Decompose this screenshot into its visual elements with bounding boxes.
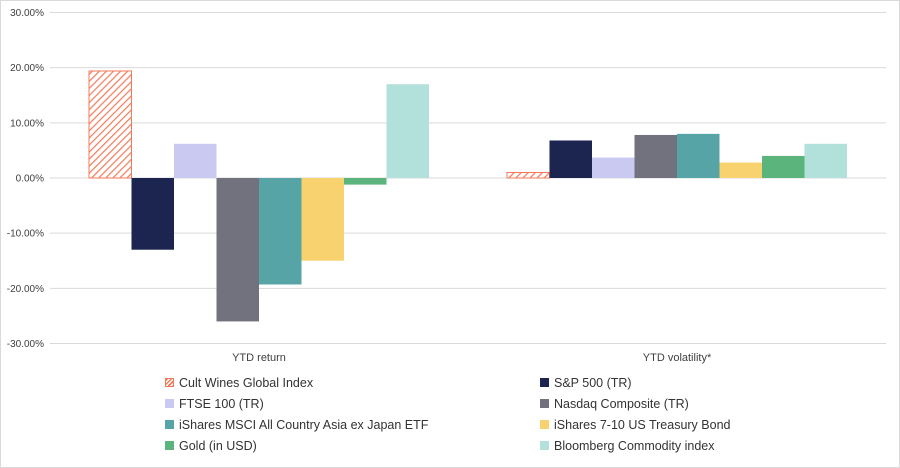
legend-item: S&P 500 (TR)	[540, 374, 785, 391]
legend-label: Nasdaq Composite (TR)	[554, 396, 689, 411]
legend-swatch	[165, 378, 174, 387]
y-tick-label: 10.00%	[10, 118, 44, 129]
x-category-label: YTD return	[232, 352, 286, 364]
bar-chart: 30.00% 20.00% 10.00% 0.00% -10.00% -20.00% -30…	[7, 8, 886, 364]
x-category-label: YTD volatility*	[643, 352, 712, 364]
legend-swatch	[165, 399, 174, 408]
legend-item: FTSE 100 (TR)	[165, 395, 540, 412]
legend-swatch	[540, 399, 549, 408]
bar	[216, 178, 259, 322]
bars	[88, 70, 847, 322]
y-tick-label: 0.00%	[16, 174, 44, 185]
legend-label: iShares MSCI All Country Asia ex Japan E…	[179, 417, 429, 432]
y-tick-label: 20.00%	[10, 63, 44, 74]
legend-item: Nasdaq Composite (TR)	[540, 395, 785, 412]
legend-item: Bloomberg Commodity index	[540, 437, 785, 454]
bar	[386, 84, 429, 178]
bar	[344, 178, 387, 185]
bar	[259, 178, 302, 285]
legend-label: Gold (in USD)	[179, 438, 257, 453]
legend-swatch	[540, 420, 549, 429]
legend-label: iShares 7-10 US Treasury Bond	[554, 417, 731, 432]
bar	[634, 134, 677, 178]
y-tick-label: -30.00%	[7, 339, 44, 350]
bar	[131, 178, 174, 250]
bar	[301, 178, 344, 261]
bar	[804, 143, 847, 178]
legend: Cult Wines Global Index S&P 500 (TR) FTSE …	[165, 374, 785, 454]
bar	[506, 171, 550, 179]
bar	[549, 140, 592, 178]
legend-swatch	[540, 378, 549, 387]
legend-label: Bloomberg Commodity index	[554, 438, 715, 453]
bar	[677, 133, 720, 178]
x-axis: YTD return YTD volatility*	[232, 352, 712, 364]
legend-item: iShares 7-10 US Treasury Bond	[540, 416, 785, 433]
y-axis: 30.00% 20.00% 10.00% 0.00% -10.00% -20.00% -30…	[7, 8, 44, 350]
legend-label: FTSE 100 (TR)	[179, 396, 264, 411]
legend-swatch	[165, 441, 174, 450]
legend-label: Cult Wines Global Index	[179, 375, 314, 390]
legend-swatch	[165, 420, 174, 429]
y-tick-label: -10.00%	[7, 229, 44, 240]
bar	[719, 162, 762, 178]
legend-item: Cult Wines Global Index	[165, 374, 540, 391]
legend-label: S&P 500 (TR)	[554, 375, 632, 390]
bar	[88, 70, 132, 179]
bar	[174, 143, 217, 178]
bar	[592, 157, 635, 178]
legend-item: iShares MSCI All Country Asia ex Japan E…	[165, 416, 540, 433]
y-tick-label: 30.00%	[10, 8, 44, 19]
bar	[762, 155, 805, 178]
legend-swatch	[540, 441, 549, 450]
legend-item: Gold (in USD)	[165, 437, 540, 454]
y-tick-label: -20.00%	[7, 284, 44, 295]
